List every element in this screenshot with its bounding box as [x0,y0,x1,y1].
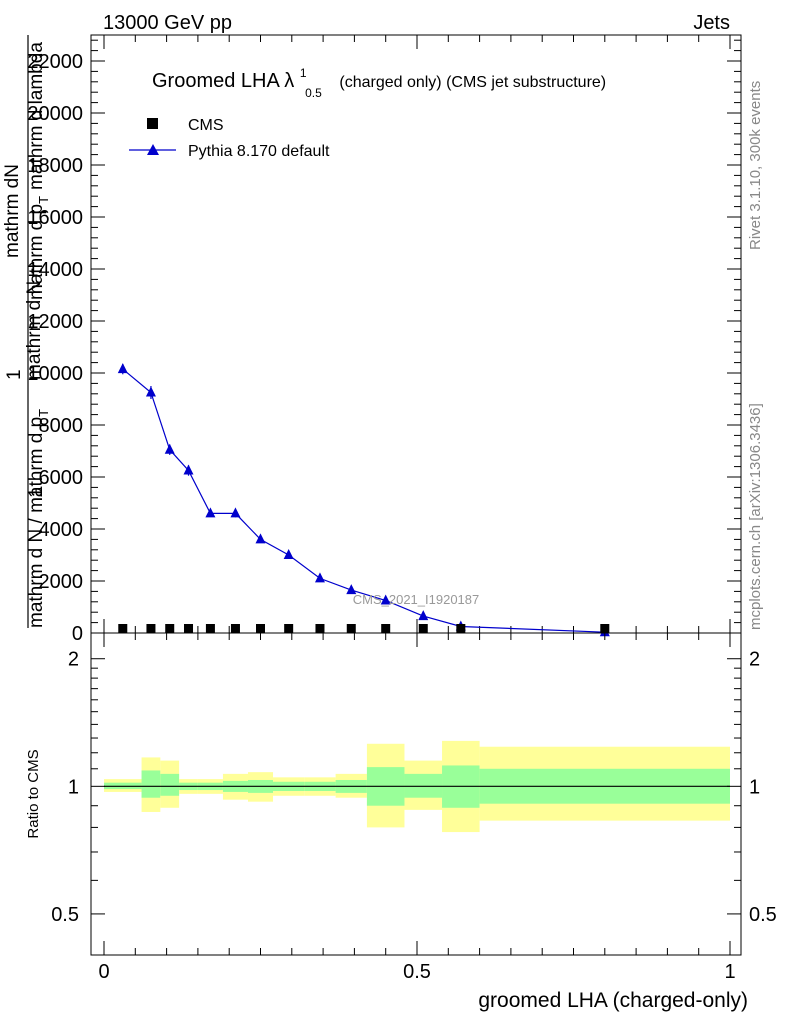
title-lambda: λ [284,70,294,92]
ratio-y-tick-label-right: 2 [749,649,760,671]
cms-point [381,624,391,633]
title-superscript: 1 [300,66,307,80]
pythia-point [418,610,429,621]
header-right: Jets [693,12,730,34]
main-y-tick-label: 10000 [27,363,83,385]
cms-point [165,624,175,633]
legend-cms-marker [147,118,158,129]
cms-point [456,624,466,633]
pythia-point [164,443,175,454]
main-y-tick-label: 16000 [27,207,83,229]
main-y-tick-label: 22000 [27,51,83,73]
x-tick-label: 0.5 [403,961,431,983]
pythia-point [346,584,357,595]
ratio-y-tick-label-right: 1 [749,776,760,798]
cms-point [146,624,156,633]
title-rest: (charged only) (CMS jet substructure) [339,74,606,91]
main-y-axis: 0 2000 4000 6000 8000 10000 12000 14000 16000 180… [27,39,741,645]
pythia-point [183,464,194,475]
legend-pythia-marker [147,144,159,155]
header-left: 13000 GeV pp [103,12,232,34]
legend-pythia-label: Pythia 8.170 default [188,143,330,160]
ratio-x-axis: 0 0.5 1 [98,633,736,983]
main-y-axis-label: mathrm d N / mathrm d pT 1 mathrm dN mat… [2,35,51,628]
main-y-tick-label: 12000 [27,311,83,333]
x-axis-label: groomed LHA (charged-only) [478,989,748,1012]
ratio-y-tick-label: 2 [68,649,79,671]
pythia-point [314,572,325,583]
pythia-point [283,549,294,559]
main-y-tick-label: 18000 [27,155,83,177]
cms-point [600,624,610,633]
ratio-panel: 0.5 0.51 12 2 0 0.5 1 Ratio to CMS groomed LH… [25,632,777,1012]
ratio-y-tick-label: 1 [68,776,79,798]
pythia-point [255,533,266,544]
main-series-layer [117,363,610,637]
ylabel-top: mathrm dN [2,164,23,258]
ylabel-bottom-one: 1 [26,487,47,498]
cms-point [284,624,294,633]
rivet-version-label: Rivet 3.1.10, 300k events [747,81,764,250]
ylabel-left: mathrm d N [24,281,45,380]
main-y-tick-label: 8000 [39,415,84,437]
ratio-y-axis: 0.5 0.5 1 1 2 2 [51,649,777,926]
cms-point [205,624,215,633]
cms-point [256,624,265,633]
ylabel-top-2: mathrm d pTmathrm d lambda [26,42,51,300]
ratio-y-tick-label: 0.5 [51,904,79,926]
mcplots-label: mcplots.cern.ch [arXiv:1306.3436] [747,403,764,630]
pythia-point [117,363,128,374]
ratio-y-tick-label-right: 0.5 [749,904,777,926]
cms-point [346,624,356,633]
cms-point [184,624,194,633]
main-y-tick-label: 0 [72,623,83,645]
ratio-frame [90,632,742,956]
ratio-inner-band [160,773,180,796]
cms-point [418,624,428,633]
analysis-watermark: CMS_2021_I1920187 [353,592,480,607]
ratio-bands [104,740,730,833]
ratio-inner-band [141,770,161,798]
legend-cms-label: CMS [188,117,224,134]
ylabel-bottom: mathrm d N / mathrm d pT [26,409,51,628]
title-subscript: 0.5 [305,86,322,100]
title-main: Groomed LHA [152,70,284,92]
pythia-point [205,507,216,518]
x-tick-label: 0 [98,961,109,983]
cms-point [118,624,128,633]
chart-title: Groomed LHA λ 1 0.5 (charged only) (CMS … [152,60,606,102]
ylabel-left-one: 1 [4,369,25,380]
main-y-tick-label: 14000 [27,259,83,281]
main-y-tick-label: 20000 [27,103,83,125]
ratio-y-axis-label: Ratio to CMS [25,749,42,838]
cms-point [315,624,325,633]
x-tick-label: 1 [724,961,735,983]
main-panel: 0 2000 4000 6000 8000 10000 12000 14000 16000 180… [2,34,742,645]
legend: CMS Pythia 8.170 default [129,117,330,160]
main-y-tick-label: 6000 [39,467,84,489]
main-y-tick-label: 4000 [39,519,84,541]
pythia-point [380,594,391,605]
main-y-tick-label: 2000 [39,571,84,593]
pythia-point [145,386,156,397]
cms-point [230,624,240,633]
pythia-point [230,507,241,518]
